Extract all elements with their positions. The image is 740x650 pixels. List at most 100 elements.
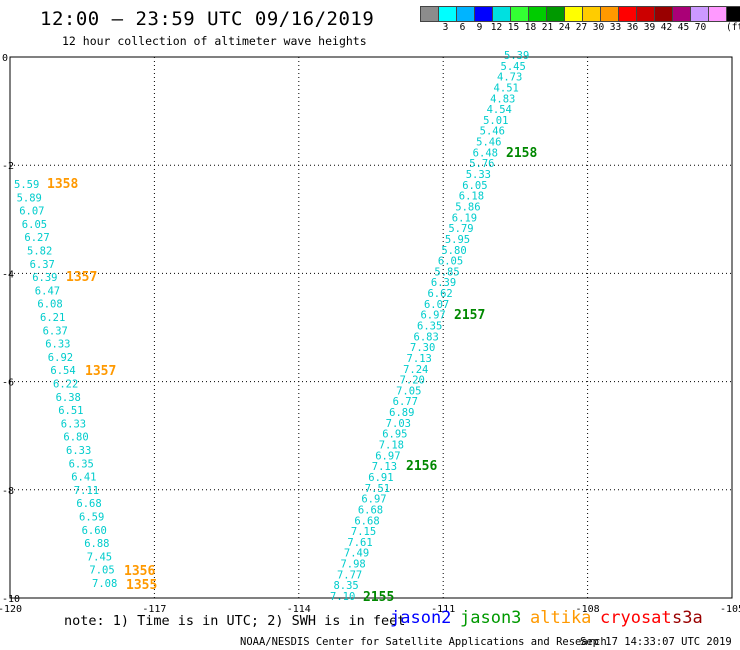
swh-value: 5.95	[445, 234, 470, 246]
legend-item: s3a	[672, 608, 703, 628]
swh-value: 6.38	[56, 392, 81, 404]
swh-value: 6.97	[420, 310, 445, 322]
swh-value: 6.08	[37, 299, 62, 311]
swh-value: 6.37	[30, 259, 55, 271]
swh-value: 6.37	[43, 325, 68, 337]
swh-value: 7.61	[347, 537, 372, 549]
swh-value: 6.39	[431, 277, 456, 289]
swh-value: 7.13	[407, 353, 432, 365]
swh-value: 6.59	[79, 512, 104, 524]
color-scale-label: 3	[442, 22, 449, 33]
swh-value: 5.33	[466, 169, 491, 181]
units-note: note: 1) Time is in UTC; 2) SWH is in fe…	[64, 613, 406, 629]
swh-value: 6.77	[393, 396, 418, 408]
swh-value: 6.21	[40, 312, 65, 324]
credit-line: NOAA/NESDIS Center for Satellite Applica…	[240, 636, 607, 648]
color-scale-label: 15	[507, 22, 520, 33]
swh-value: 6.83	[414, 331, 439, 343]
swh-value: 6.91	[368, 472, 393, 484]
lat-tick-label: -2	[2, 161, 14, 172]
time-label: 1355	[126, 578, 157, 593]
time-label: 1356	[124, 564, 155, 579]
swh-value: 6.68	[354, 515, 379, 527]
swh-value: 5.01	[483, 115, 508, 127]
color-scale-unit: (ft)	[726, 22, 740, 33]
color-scale-label: 45	[677, 22, 690, 33]
swh-value: 8.35	[333, 580, 358, 592]
lon-tick-label: -117	[142, 604, 166, 615]
swh-value: 5.82	[27, 246, 52, 258]
color-scale-label: 12	[490, 22, 503, 33]
time-label: 1358	[47, 177, 78, 192]
time-label: 1357	[66, 270, 97, 285]
swh-value: 7.15	[351, 526, 376, 538]
map-frame	[9, 56, 733, 599]
swh-value: 6.62	[427, 288, 452, 300]
map-grid	[9, 56, 733, 599]
swh-value: 7.77	[337, 569, 362, 581]
swh-value: 7.05	[89, 565, 114, 577]
swh-value: 7.30	[410, 342, 435, 354]
east-track: 5.395.454.734.514.834.545.015.465.466.48…	[330, 50, 529, 603]
lon-tick-label: -120	[0, 604, 22, 615]
swh-value: 6.27	[24, 232, 49, 244]
lon-tick-label: -114	[287, 604, 311, 615]
swh-value: 5.46	[480, 126, 505, 138]
swh-value: 6.33	[66, 445, 91, 457]
swh-value: 6.97	[375, 450, 400, 462]
swh-value: 6.39	[32, 272, 57, 284]
time-label: 1357	[85, 364, 116, 379]
color-scale-label: 42	[660, 22, 673, 33]
color-scale-label: 18	[524, 22, 537, 33]
swh-value: 7.49	[344, 548, 369, 560]
map-subtitle: 12 hour collection of altimeter wave hei…	[62, 34, 367, 48]
swh-value: 7.45	[87, 551, 112, 563]
swh-value: 4.83	[490, 93, 515, 105]
lon-tick-label: -108	[576, 604, 600, 615]
swh-value: 5.85	[434, 266, 459, 278]
swh-value: 6.05	[438, 256, 463, 268]
time-label: 2155	[363, 590, 394, 605]
legend-item: cryosat	[600, 608, 672, 628]
swh-value: 7.03	[386, 418, 411, 430]
swh-value: 6.68	[358, 504, 383, 516]
lat-tick-label: -6	[2, 378, 14, 389]
swh-value: 6.07	[424, 299, 449, 311]
swh-value: 6.54	[50, 365, 75, 377]
color-scale-label: 70	[694, 22, 707, 33]
swh-value: 5.89	[17, 192, 42, 204]
swh-value: 6.35	[417, 321, 442, 333]
lat-tick-label: 0	[2, 53, 8, 64]
map-title: 12:00 — 23:59 UTC 09/16/2019	[40, 8, 375, 30]
lat-tick-label: -4	[2, 269, 14, 280]
swh-value: 6.80	[63, 432, 88, 444]
swh-value: 6.95	[382, 429, 407, 441]
color-scale-label: 30	[592, 22, 605, 33]
time-label: 2156	[406, 459, 437, 474]
swh-value: 5.76	[469, 158, 494, 170]
lon-tick-label: -105	[720, 604, 740, 615]
swh-value: 7.18	[379, 440, 404, 452]
time-label: 2158	[506, 146, 537, 161]
west-track: 5.595.896.076.056.275.826.376.396.476.08…	[14, 179, 117, 590]
swh-value: 5.46	[476, 137, 501, 149]
color-scale-label: 9	[476, 22, 483, 33]
swh-value: 5.39	[504, 50, 529, 62]
legend-item: altika	[530, 608, 592, 628]
color-scale-label: 6	[459, 22, 466, 33]
swh-value: 7.05	[396, 385, 421, 397]
swh-value: 6.35	[69, 458, 94, 470]
swh-value: 6.89	[389, 407, 414, 419]
lat-tick-label: -8	[2, 486, 14, 497]
lon-tick-label: -111	[431, 604, 455, 615]
color-scale-label: 39	[643, 22, 656, 33]
swh-value: 6.18	[459, 191, 484, 203]
swh-value: 7.11	[74, 485, 99, 497]
color-scale-label: 36	[626, 22, 639, 33]
swh-value: 6.33	[61, 418, 86, 430]
swh-value: 6.05	[22, 219, 47, 231]
swh-value: 6.33	[45, 339, 70, 351]
swh-value: 7.98	[340, 559, 365, 571]
